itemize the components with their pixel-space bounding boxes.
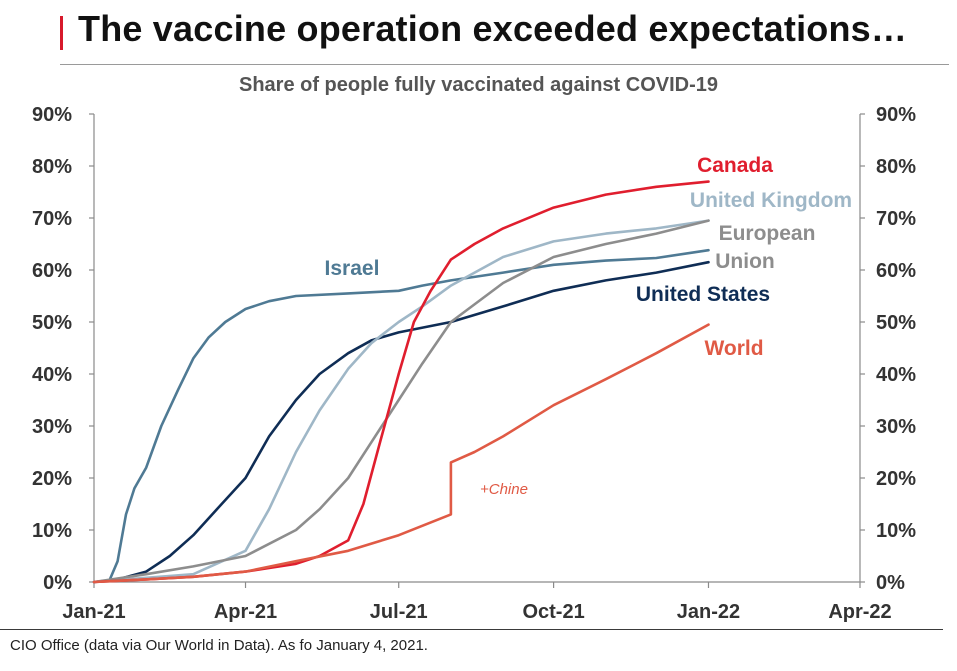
- page-title: The vaccine operation exceeded expectati…: [78, 8, 908, 49]
- y-tick-label-left: 30%: [32, 416, 72, 438]
- x-tick-label: Oct-21: [522, 601, 584, 623]
- series-line-united-states: [92, 260, 710, 584]
- footer-divider: [0, 629, 943, 630]
- x-tick-label: Apr-21: [214, 601, 277, 623]
- y-tick-label-right: 40%: [876, 364, 916, 386]
- series-label-european-union-2: Union: [715, 250, 774, 273]
- annotation-china: +Chine: [480, 481, 528, 498]
- series-labels: Israel United States United Kingdom Europea…: [325, 154, 853, 498]
- y-tick-label-right: 0%: [876, 572, 905, 594]
- y-tick-label-left: 0%: [43, 572, 72, 594]
- title-accent-bar: [60, 16, 68, 50]
- x-tick-label: Jan-22: [677, 601, 740, 623]
- y-tick-label-left: 60%: [32, 260, 72, 282]
- source-note: CIO Office (data via Our World in Data).…: [10, 637, 428, 654]
- title-divider: [60, 64, 949, 65]
- y-tick-label-right: 20%: [876, 468, 916, 490]
- series-label-united-kingdom: United Kingdom: [690, 189, 852, 212]
- y-tick-label-right: 30%: [876, 416, 916, 438]
- series-lines: [92, 180, 710, 584]
- y-tick-label-right: 10%: [876, 520, 916, 542]
- series-line-israel: [92, 248, 710, 584]
- y-tick-label-left: 70%: [32, 208, 72, 230]
- series-label-israel: Israel: [325, 257, 380, 280]
- y-tick-label-left: 40%: [32, 364, 72, 386]
- series-label-european-union-1: European: [719, 222, 816, 245]
- y-tick-label-right: 90%: [876, 104, 916, 126]
- chart-axes: 0% 0% 10% 10% 20% 20% 30% 30% 40% 40% 50% 50% 60% 60%…: [32, 104, 916, 623]
- chart-title: Share of people fully vaccinated against…: [238, 74, 719, 96]
- y-tick-label-left: 10%: [32, 520, 72, 542]
- y-tick-label-right: 60%: [876, 260, 916, 282]
- y-tick-label-left: 50%: [32, 312, 72, 334]
- x-tick-label: Apr-22: [828, 601, 891, 623]
- series-label-canada: Canada: [697, 154, 773, 177]
- y-tick-label-right: 70%: [876, 208, 916, 230]
- x-tick-label: Jan-21: [62, 601, 125, 623]
- series-label-world: World: [704, 337, 763, 360]
- y-tick-label-left: 80%: [32, 156, 72, 178]
- y-tick-label-left: 20%: [32, 468, 72, 490]
- y-tick-label-left: 90%: [32, 104, 72, 126]
- series-line-united-kingdom: [92, 219, 710, 584]
- y-tick-label-right: 50%: [876, 312, 916, 334]
- series-line-world: [92, 323, 710, 584]
- series-label-united-states: United States: [636, 283, 770, 306]
- series-line-european-union: [92, 219, 710, 584]
- y-tick-label-right: 80%: [876, 156, 916, 178]
- x-tick-label: Jul-21: [370, 601, 428, 623]
